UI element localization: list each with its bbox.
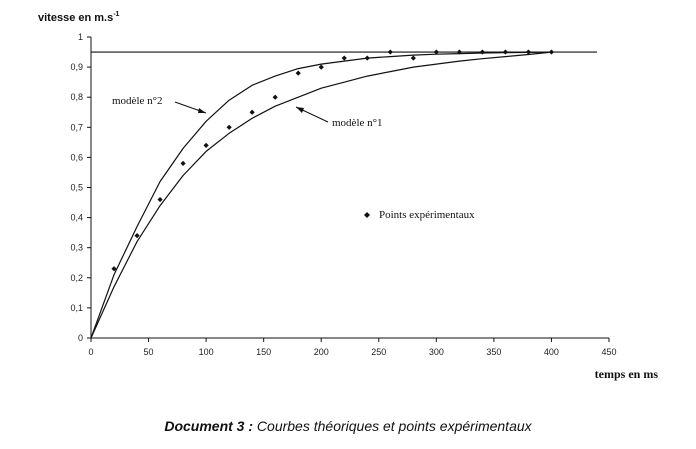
model-2-label: modèle n°2 <box>112 95 163 107</box>
experimental-point <box>180 160 186 167</box>
x-tick-label: 400 <box>544 347 559 357</box>
experimental-point <box>387 49 393 55</box>
experimental-point <box>318 64 324 70</box>
y-tick-label: 0,2 <box>70 273 83 283</box>
legend-point-marker <box>364 212 370 218</box>
x-tick-label: 200 <box>314 347 329 357</box>
experimental-point <box>456 49 462 55</box>
y-tick-label: 1 <box>78 32 83 42</box>
y-tick-labels: 0 0,1 0,2 0,3 0,4 0,5 0,6 0,7 0,8 0,9 1 <box>70 32 83 343</box>
experimental-point <box>203 142 209 148</box>
model-curves <box>90 51 552 339</box>
y-tick-label: 0,8 <box>70 92 83 102</box>
experimental-point <box>433 49 439 55</box>
x-tick-label: 100 <box>199 347 214 357</box>
y-tick-label: 0,7 <box>70 122 83 132</box>
caption-doc-label: Document 3 : <box>164 418 254 434</box>
experimental-point <box>295 70 301 76</box>
x-tick-label: 250 <box>371 347 386 357</box>
experimental-point <box>364 55 370 61</box>
experimental-point <box>548 49 555 55</box>
x-tick-labels: 0 50 100 150 200 250 300 350 400 450 <box>88 347 616 357</box>
experimental-point <box>525 49 532 55</box>
legend-points-label: Points expérimentaux <box>379 209 475 221</box>
model-2-curve <box>90 51 552 339</box>
model-1-label: modèle n°1 <box>332 117 383 129</box>
experimental-point <box>226 124 232 130</box>
x-tick-label: 350 <box>486 347 501 357</box>
model-2-arrowhead <box>198 108 206 113</box>
experimental-point <box>410 55 416 61</box>
experimental-points <box>111 49 555 272</box>
experimental-point <box>341 55 347 61</box>
x-tick-label: 450 <box>601 347 616 357</box>
y-tick-label: 0,6 <box>70 152 83 162</box>
experimental-point <box>272 94 278 100</box>
experimental-point <box>479 49 485 55</box>
experimental-point <box>157 196 163 203</box>
x-tick-label: 150 <box>256 347 271 357</box>
chart-axes <box>87 36 610 342</box>
y-axis-title: vitesse en m.s-1 <box>38 11 120 24</box>
y-tick-label: 0,9 <box>70 62 83 72</box>
x-axis-title: temps en ms <box>595 367 659 381</box>
model-1-curve <box>90 51 552 339</box>
x-tick-label: 0 <box>88 347 93 357</box>
y-tick-label: 0,3 <box>70 243 83 253</box>
y-tick-label: 0,4 <box>70 213 83 223</box>
speed-chart: 0 50 100 150 200 250 300 350 400 450 0 0,1 0,2 0,3 0,… <box>38 11 659 381</box>
y-tick-label: 0,5 <box>70 183 83 193</box>
experimental-point <box>111 266 117 272</box>
y-tick-label: 0,1 <box>70 303 83 313</box>
x-tick-label: 50 <box>144 347 154 357</box>
model-1-arrowhead <box>296 107 304 113</box>
caption-description: Courbes théoriques et points expérimenta… <box>253 418 532 434</box>
x-tick-label: 300 <box>429 347 444 357</box>
y-tick-label: 0 <box>78 333 83 343</box>
figure-caption: Document 3 : Courbes théoriques et point… <box>0 418 696 434</box>
experimental-point <box>249 109 255 115</box>
experimental-point <box>134 233 140 239</box>
experimental-point <box>502 49 508 55</box>
